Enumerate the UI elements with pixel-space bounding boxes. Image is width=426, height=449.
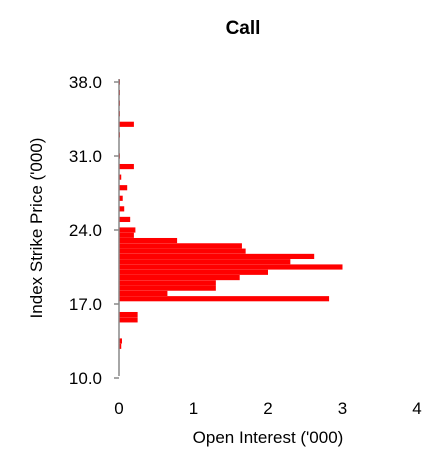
bar-strike-13 [119,343,122,349]
bar-strike-23 [119,237,178,244]
bar-strike-30 [119,163,134,170]
x-tick-label: 4 [412,399,421,418]
bar-strike-15-5 [119,317,138,323]
y-tick-label: 38.0 [69,73,102,92]
chart-title: Call [226,18,261,39]
bar-strike-20 [119,269,268,275]
x-tick-label: 0 [114,399,123,418]
bar-strike-26 [119,206,125,212]
y-tick-label: 10.0 [69,369,102,388]
y-tick-label: 31.0 [69,147,102,166]
x-tick-label: 3 [338,399,347,418]
x-axis-label: Open Interest ('000) [193,428,344,447]
y-ticks: 10.0 17.0 24.0 31.0 38.0 [69,73,119,388]
bar-strike-18 [119,290,168,297]
bar-strike-22 [119,248,246,254]
x-tick-label: 1 [189,399,198,418]
y-axis-label: Index Strike Price ('000) [27,138,46,319]
bar-strike-28 [119,185,128,191]
bar-strike-27 [119,195,123,201]
bar-strike-22-5 [119,243,242,249]
bar-strike-24 [119,227,136,233]
bar-strike-13-5 [119,338,122,344]
bar-strike-21-5 [119,253,315,260]
bar-strike-20-5 [119,264,343,270]
y-tick-label: 17.0 [69,295,102,314]
x-tick-label: 2 [263,399,272,418]
bar-strike-19-5 [119,274,240,281]
bar-strike-25 [119,216,131,223]
bar-strike-17-5 [119,296,330,302]
bar-strike-29 [119,174,122,180]
bar-strike-34 [119,121,134,127]
bar-strike-19 [119,280,216,286]
y-tick-label: 24.0 [69,221,102,240]
x-ticks: 0 1 2 3 4 [114,399,421,418]
bar-strike-23-5 [119,232,134,238]
bar-strike-21 [119,259,291,265]
bar-strike-18-5 [119,285,216,291]
bar-strike-16 [119,311,138,318]
bars-group [119,79,343,349]
